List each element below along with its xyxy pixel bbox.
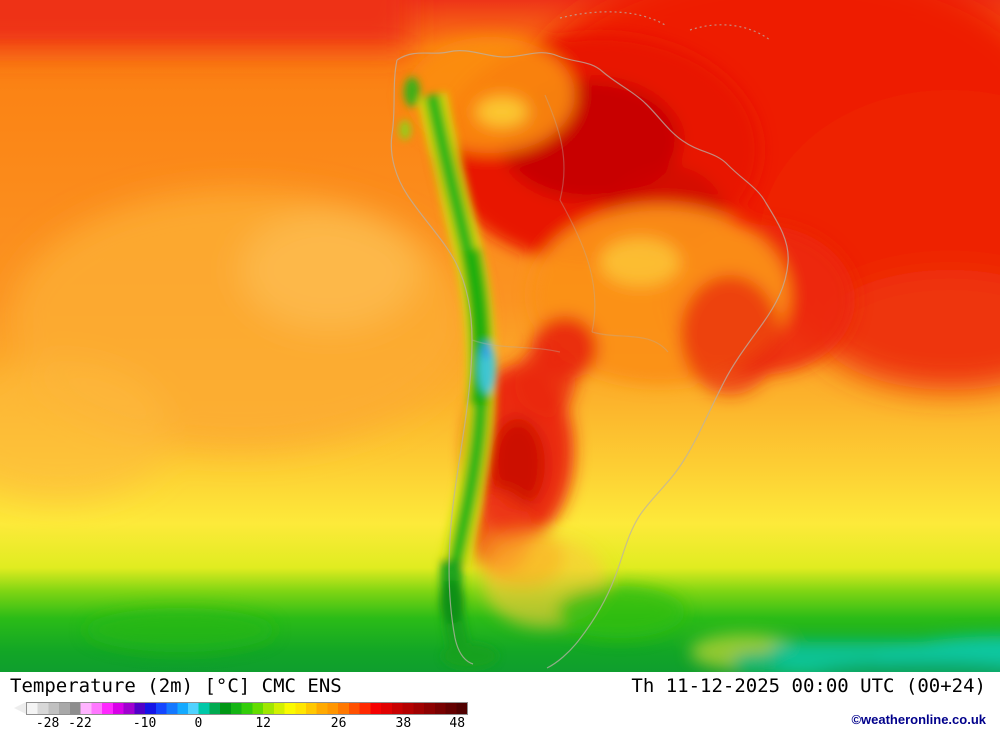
copyright: ©weatheronline.co.uk bbox=[851, 712, 986, 727]
ocean-warm-regions bbox=[0, 0, 1000, 500]
colorbar-tick-label: 26 bbox=[330, 716, 347, 731]
colorbar-tick-label: 12 bbox=[255, 716, 271, 731]
legend-footer: Temperature (2m) [°C] CMC ENS Th 11-12-2… bbox=[0, 672, 1000, 733]
andes-region bbox=[399, 77, 498, 669]
map-datetime: Th 11-12-2025 00:00 UTC (00+24) bbox=[631, 675, 986, 697]
colorbar-tick-labels: -28 -22 -10 0 12 26 38 48 bbox=[26, 716, 468, 732]
temperature-map bbox=[0, 0, 1000, 672]
temperature-map-canvas bbox=[0, 0, 1000, 672]
colorbar-tick-label: 38 bbox=[395, 716, 412, 731]
colorbar-tick-label: 48 bbox=[449, 716, 466, 731]
map-title: Temperature (2m) [°C] CMC ENS bbox=[10, 675, 342, 697]
colorbar-gradient bbox=[26, 702, 468, 715]
colorbar-tick-label: 0 bbox=[194, 716, 203, 731]
temperature-colorbar: -28 -22 -10 0 12 26 38 48 bbox=[14, 702, 470, 732]
coastline bbox=[390, 11, 789, 669]
colorbar-tick-label: -10 bbox=[132, 716, 157, 731]
colorbar-left-arrow-icon bbox=[14, 702, 26, 714]
colorbar-tick-label: -22 bbox=[68, 716, 92, 731]
colorbar-tick-label: -28 bbox=[35, 716, 60, 731]
